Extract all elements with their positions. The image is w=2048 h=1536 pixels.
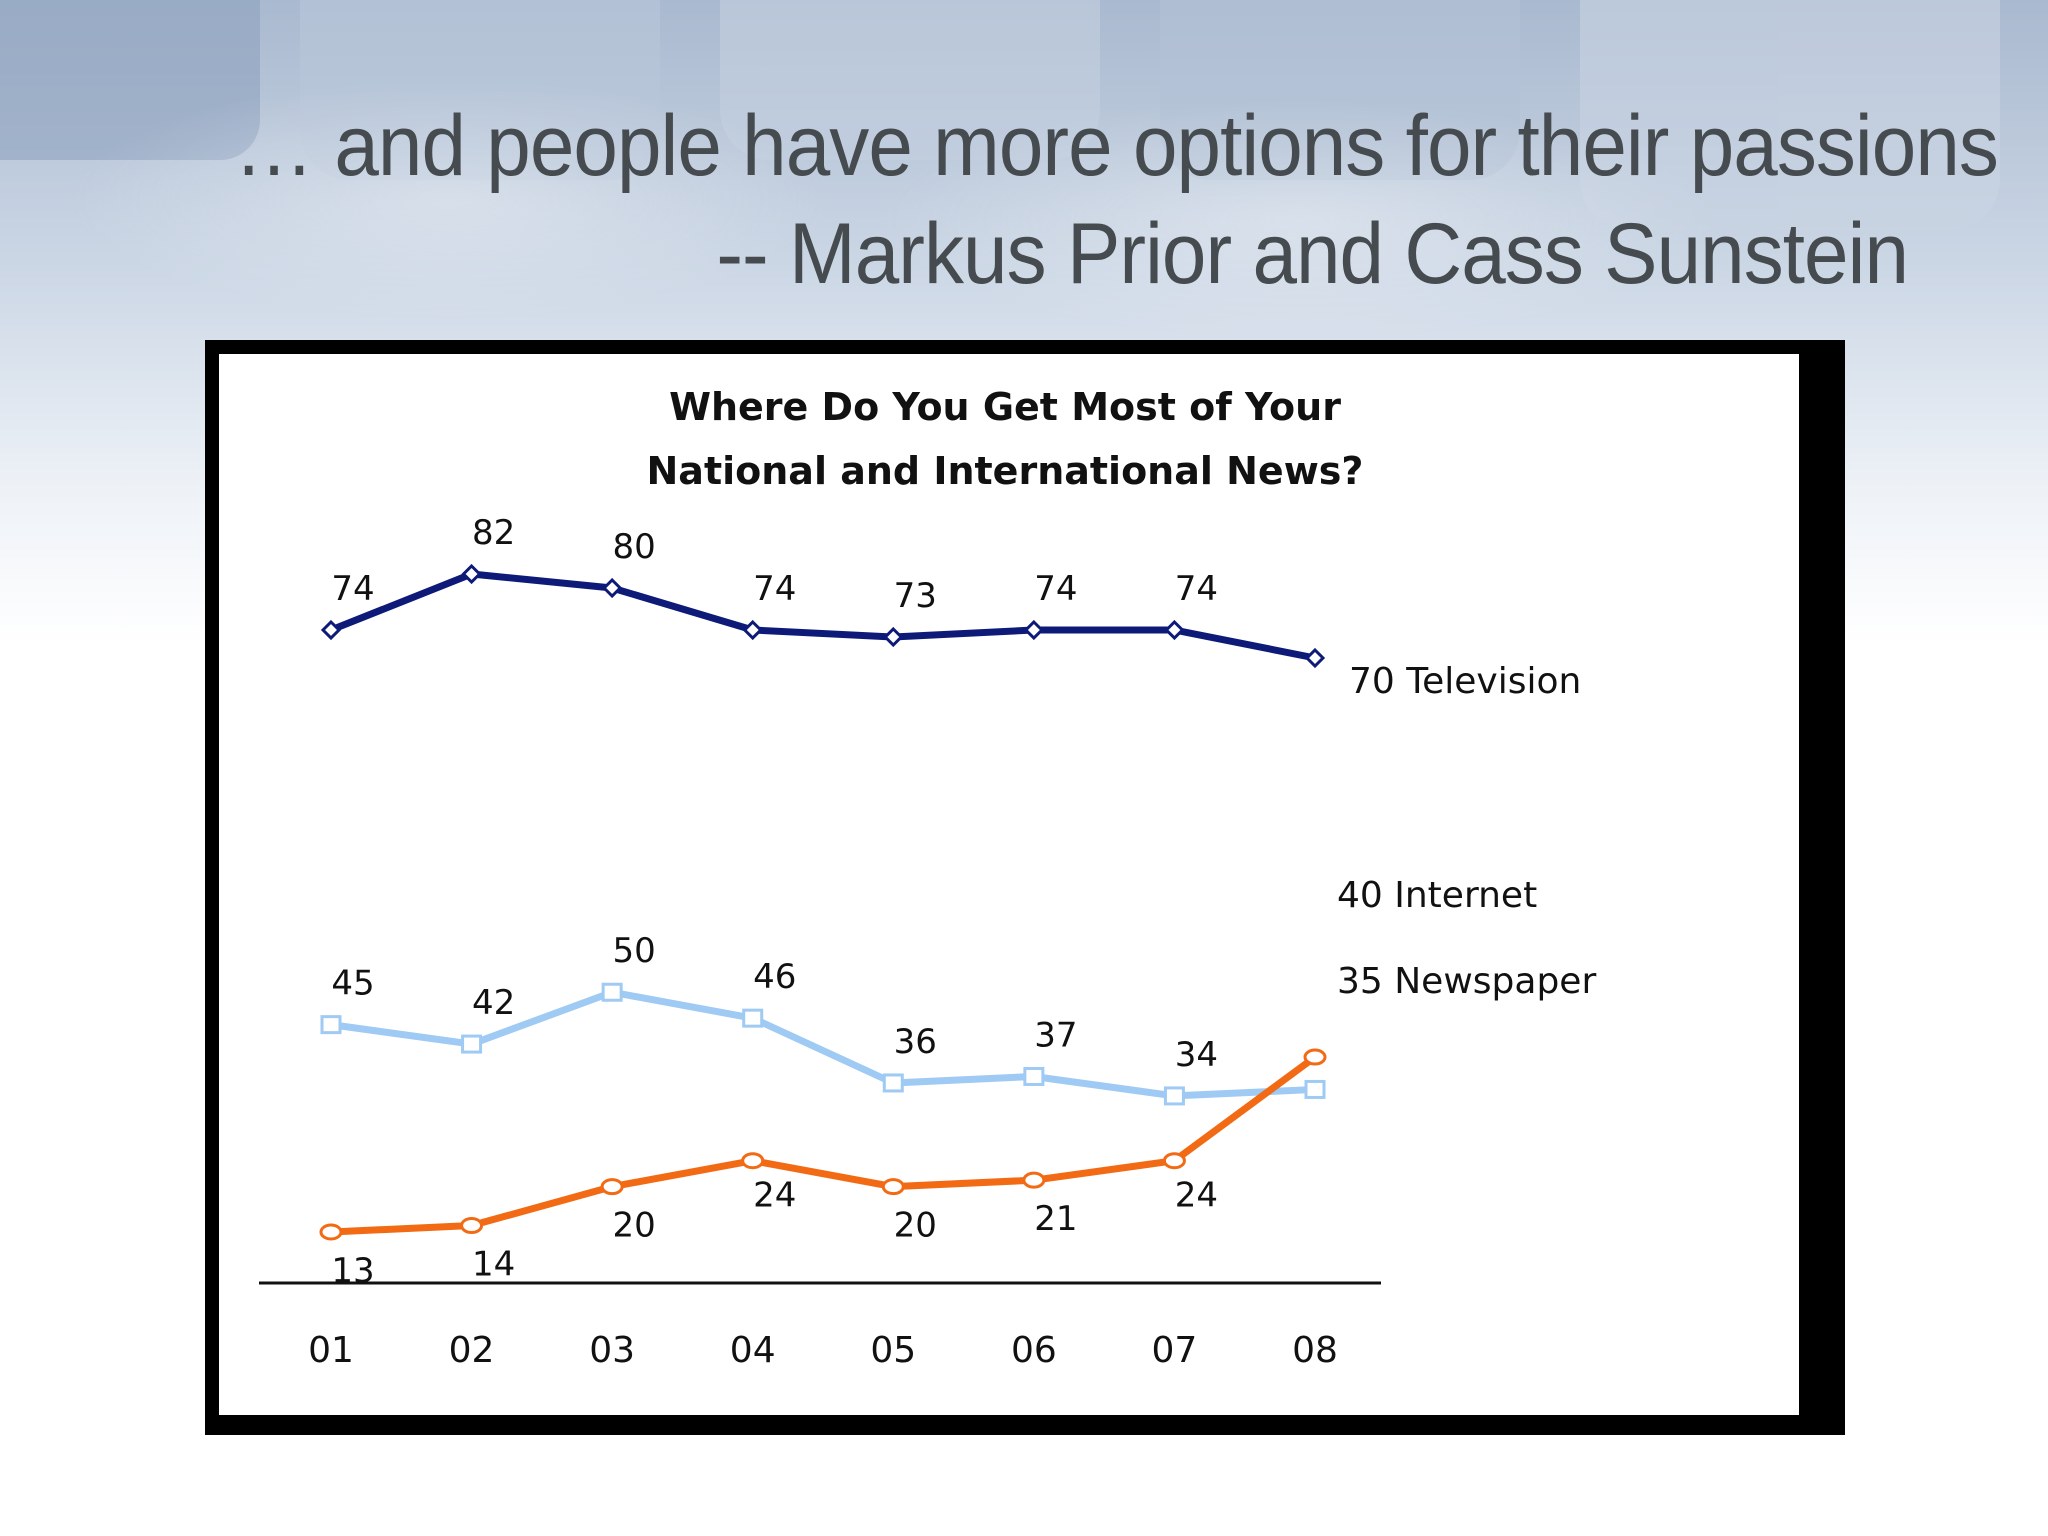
x-axis-tick-labels: 01 02 03 04 05 06 07 08 — [308, 1330, 1338, 1371]
point-television — [1023, 619, 1044, 641]
point-newspaper — [882, 1073, 904, 1093]
data-label-newspaper: 45 — [331, 964, 374, 1004]
data-label-internet: 21 — [1034, 1199, 1077, 1239]
chart-background — [219, 354, 1799, 1415]
chart-title: Where Do You Get Most of Your — [669, 385, 1341, 429]
x-tick-label: 03 — [589, 1330, 635, 1371]
point-internet — [881, 1178, 905, 1196]
series-line-television — [329, 570, 1316, 662]
point-internet — [1022, 1171, 1046, 1189]
data-label-newspaper: 36 — [894, 1022, 937, 1062]
point-internet — [319, 1223, 343, 1241]
chart-subtitle: National and International News? — [647, 449, 1364, 493]
data-label-internet: 13 — [331, 1251, 374, 1291]
point-newspaper — [461, 1034, 483, 1054]
keyboard-keys-decoration — [0, 0, 2000, 340]
point-newspaper — [601, 982, 623, 1002]
series-newspaper — [320, 982, 1326, 1106]
data-labels: 74 82 80 74 73 74 74 45 42 50 46 36 37 34 13 14 20 24 20 21… — [331, 513, 1218, 1291]
point-internet — [600, 1178, 624, 1196]
x-tick-label: 04 — [730, 1330, 776, 1371]
chart-frame: Where Do You Get Most of Your National a… — [205, 340, 1845, 1435]
data-label-television: 74 — [753, 569, 796, 609]
point-newspaper — [1163, 1086, 1185, 1106]
data-label-newspaper: 46 — [753, 957, 796, 997]
x-tick-label: 01 — [308, 1330, 354, 1371]
data-label-television: 74 — [1034, 569, 1077, 609]
point-television — [883, 626, 904, 648]
point-newspaper — [742, 1008, 764, 1028]
point-newspaper — [1304, 1079, 1326, 1099]
data-label-internet: 14 — [472, 1245, 515, 1285]
data-label-television: 73 — [894, 576, 937, 616]
x-tick-label: 02 — [449, 1330, 495, 1371]
series-layer — [319, 563, 1327, 1241]
point-newspaper — [320, 1015, 342, 1035]
data-label-television: 82 — [472, 513, 515, 553]
x-tick-label: 05 — [870, 1330, 916, 1371]
attribution-text: -- Markus Prior and Cass Sunstein — [716, 206, 1909, 302]
data-label-television: 80 — [613, 527, 656, 567]
point-television — [320, 619, 342, 641]
point-internet — [741, 1152, 765, 1170]
end-label-newspaper: 35 Newspaper — [1337, 961, 1596, 1002]
x-tick-label: 06 — [1011, 1330, 1057, 1371]
series-television — [320, 563, 1326, 669]
end-label-internet: 40 Internet — [1337, 875, 1537, 916]
data-label-newspaper: 34 — [1175, 1035, 1218, 1075]
x-tick-label: 08 — [1292, 1330, 1338, 1371]
slide-headline: … and people have more options for their… — [234, 92, 1999, 308]
x-tick-label: 07 — [1152, 1330, 1198, 1371]
data-label-internet: 24 — [1175, 1176, 1218, 1216]
point-television — [1304, 647, 1326, 669]
point-television — [742, 619, 763, 641]
point-television — [1164, 619, 1185, 641]
point-internet — [1303, 1048, 1327, 1066]
point-television — [602, 577, 623, 599]
headline-text: … and people have more options for their… — [234, 98, 1999, 194]
data-label-internet: 20 — [894, 1206, 937, 1246]
data-label-newspaper: 50 — [613, 931, 656, 971]
line-chart: Where Do You Get Most of Your National a… — [219, 354, 1799, 1415]
series-line-internet — [330, 1054, 1318, 1236]
data-label-newspaper: 42 — [472, 983, 515, 1023]
series-internet — [319, 1048, 1327, 1241]
data-label-internet: 20 — [613, 1206, 656, 1246]
data-label-internet: 24 — [753, 1176, 796, 1216]
data-label-newspaper: 37 — [1034, 1015, 1077, 1055]
data-label-television: 74 — [331, 569, 374, 609]
point-internet — [1162, 1152, 1186, 1170]
data-label-television: 74 — [1175, 569, 1218, 609]
series-end-labels: 70 Television 35 Newspaper 40 Internet — [1337, 661, 1596, 1002]
end-label-television: 70 Television — [1349, 661, 1581, 702]
point-television — [461, 563, 482, 585]
series-line-newspaper — [330, 988, 1316, 1100]
point-internet — [460, 1217, 484, 1235]
point-newspaper — [1023, 1066, 1045, 1086]
